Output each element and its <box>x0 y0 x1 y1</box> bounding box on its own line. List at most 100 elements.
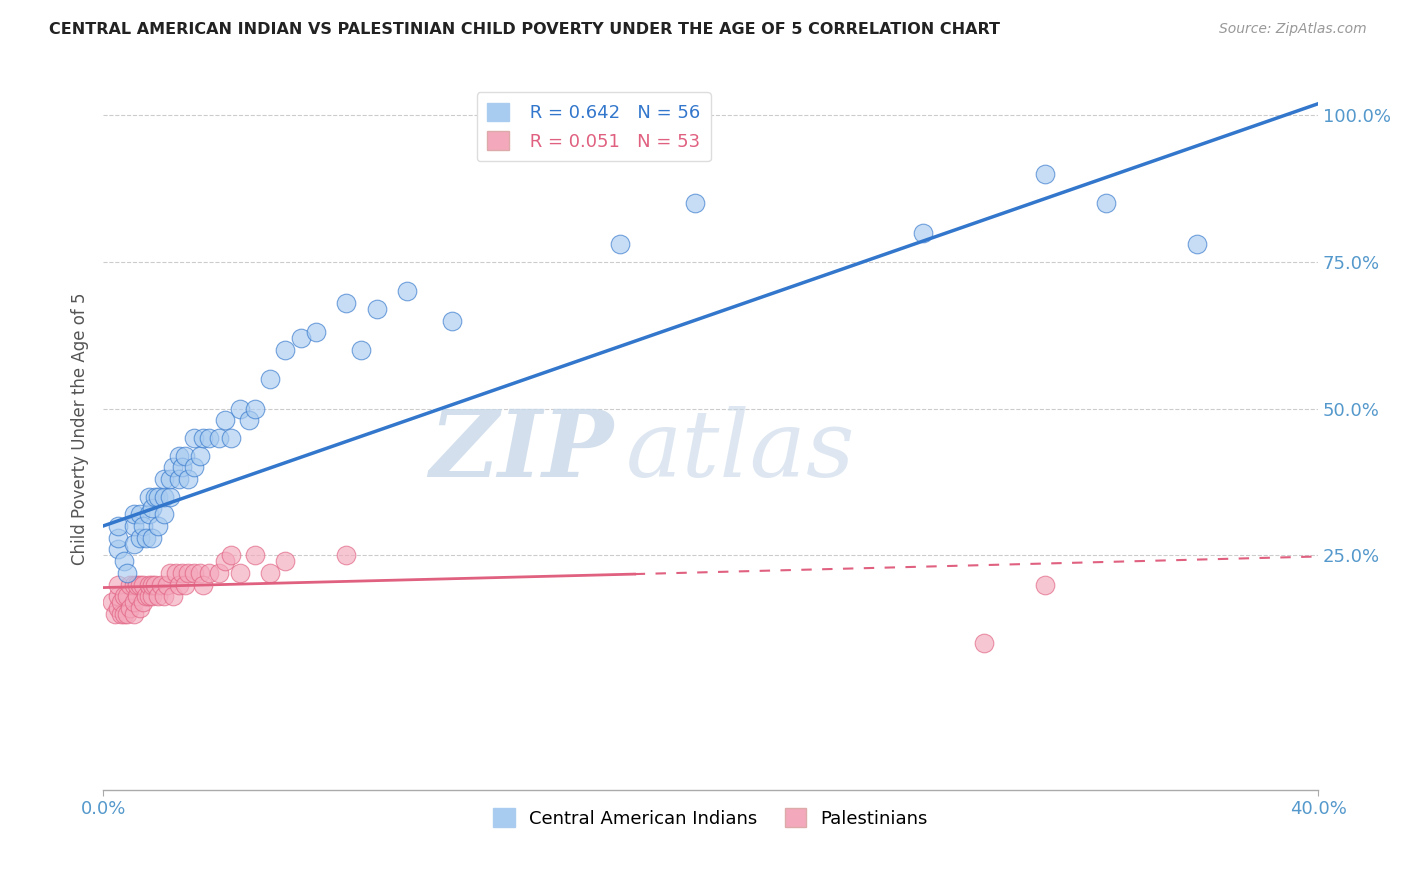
Point <box>146 590 169 604</box>
Point <box>110 595 132 609</box>
Point <box>1094 196 1116 211</box>
Point <box>198 566 221 580</box>
Point <box>188 566 211 580</box>
Point <box>1033 167 1056 181</box>
Point <box>128 531 150 545</box>
Point <box>177 472 200 486</box>
Point <box>159 472 181 486</box>
Point <box>219 431 242 445</box>
Point <box>305 326 328 340</box>
Point <box>131 519 153 533</box>
Point <box>1185 237 1208 252</box>
Point <box>366 301 388 316</box>
Point <box>146 519 169 533</box>
Point <box>153 472 176 486</box>
Point <box>149 577 172 591</box>
Point <box>117 566 139 580</box>
Point <box>243 549 266 563</box>
Point <box>193 431 215 445</box>
Point <box>609 237 631 252</box>
Point <box>117 590 139 604</box>
Point <box>153 490 176 504</box>
Point <box>104 607 127 621</box>
Point <box>107 531 129 545</box>
Point <box>177 566 200 580</box>
Point <box>973 636 995 650</box>
Point <box>183 460 205 475</box>
Point <box>141 590 163 604</box>
Point <box>172 460 194 475</box>
Point <box>107 601 129 615</box>
Point <box>146 490 169 504</box>
Point <box>259 566 281 580</box>
Point <box>122 536 145 550</box>
Point <box>1033 577 1056 591</box>
Point <box>167 577 190 591</box>
Point <box>138 577 160 591</box>
Text: Source: ZipAtlas.com: Source: ZipAtlas.com <box>1219 22 1367 37</box>
Y-axis label: Child Poverty Under the Age of 5: Child Poverty Under the Age of 5 <box>72 293 89 566</box>
Point <box>159 566 181 580</box>
Point <box>135 590 157 604</box>
Point <box>335 296 357 310</box>
Point <box>138 590 160 604</box>
Point <box>131 595 153 609</box>
Point <box>122 519 145 533</box>
Point <box>107 542 129 557</box>
Point <box>122 607 145 621</box>
Point <box>259 372 281 386</box>
Point <box>125 577 148 591</box>
Point <box>122 595 145 609</box>
Point <box>165 566 187 580</box>
Point <box>141 531 163 545</box>
Point <box>395 285 418 299</box>
Point <box>117 607 139 621</box>
Point <box>110 607 132 621</box>
Point <box>125 590 148 604</box>
Point <box>214 413 236 427</box>
Point <box>128 577 150 591</box>
Legend: Central American Indians, Palestinians: Central American Indians, Palestinians <box>486 801 935 835</box>
Point <box>159 490 181 504</box>
Point <box>122 577 145 591</box>
Point <box>112 590 135 604</box>
Point <box>107 577 129 591</box>
Point <box>174 577 197 591</box>
Point <box>172 566 194 580</box>
Point <box>162 590 184 604</box>
Point <box>156 577 179 591</box>
Point <box>138 490 160 504</box>
Point <box>107 590 129 604</box>
Point <box>912 226 935 240</box>
Point <box>290 331 312 345</box>
Point <box>135 531 157 545</box>
Point <box>138 508 160 522</box>
Point <box>214 554 236 568</box>
Point <box>685 196 707 211</box>
Point <box>188 449 211 463</box>
Point <box>207 566 229 580</box>
Point <box>441 314 464 328</box>
Text: ZIP: ZIP <box>429 406 613 496</box>
Point <box>143 490 166 504</box>
Point <box>120 577 142 591</box>
Point <box>131 577 153 591</box>
Point <box>207 431 229 445</box>
Point <box>167 472 190 486</box>
Point <box>141 577 163 591</box>
Point <box>183 431 205 445</box>
Point <box>153 590 176 604</box>
Point <box>143 577 166 591</box>
Point <box>174 449 197 463</box>
Point <box>183 566 205 580</box>
Point <box>141 501 163 516</box>
Point <box>243 401 266 416</box>
Point <box>120 601 142 615</box>
Point <box>162 460 184 475</box>
Point <box>193 577 215 591</box>
Point <box>153 508 176 522</box>
Point <box>350 343 373 357</box>
Point <box>238 413 260 427</box>
Point <box>128 601 150 615</box>
Point <box>128 508 150 522</box>
